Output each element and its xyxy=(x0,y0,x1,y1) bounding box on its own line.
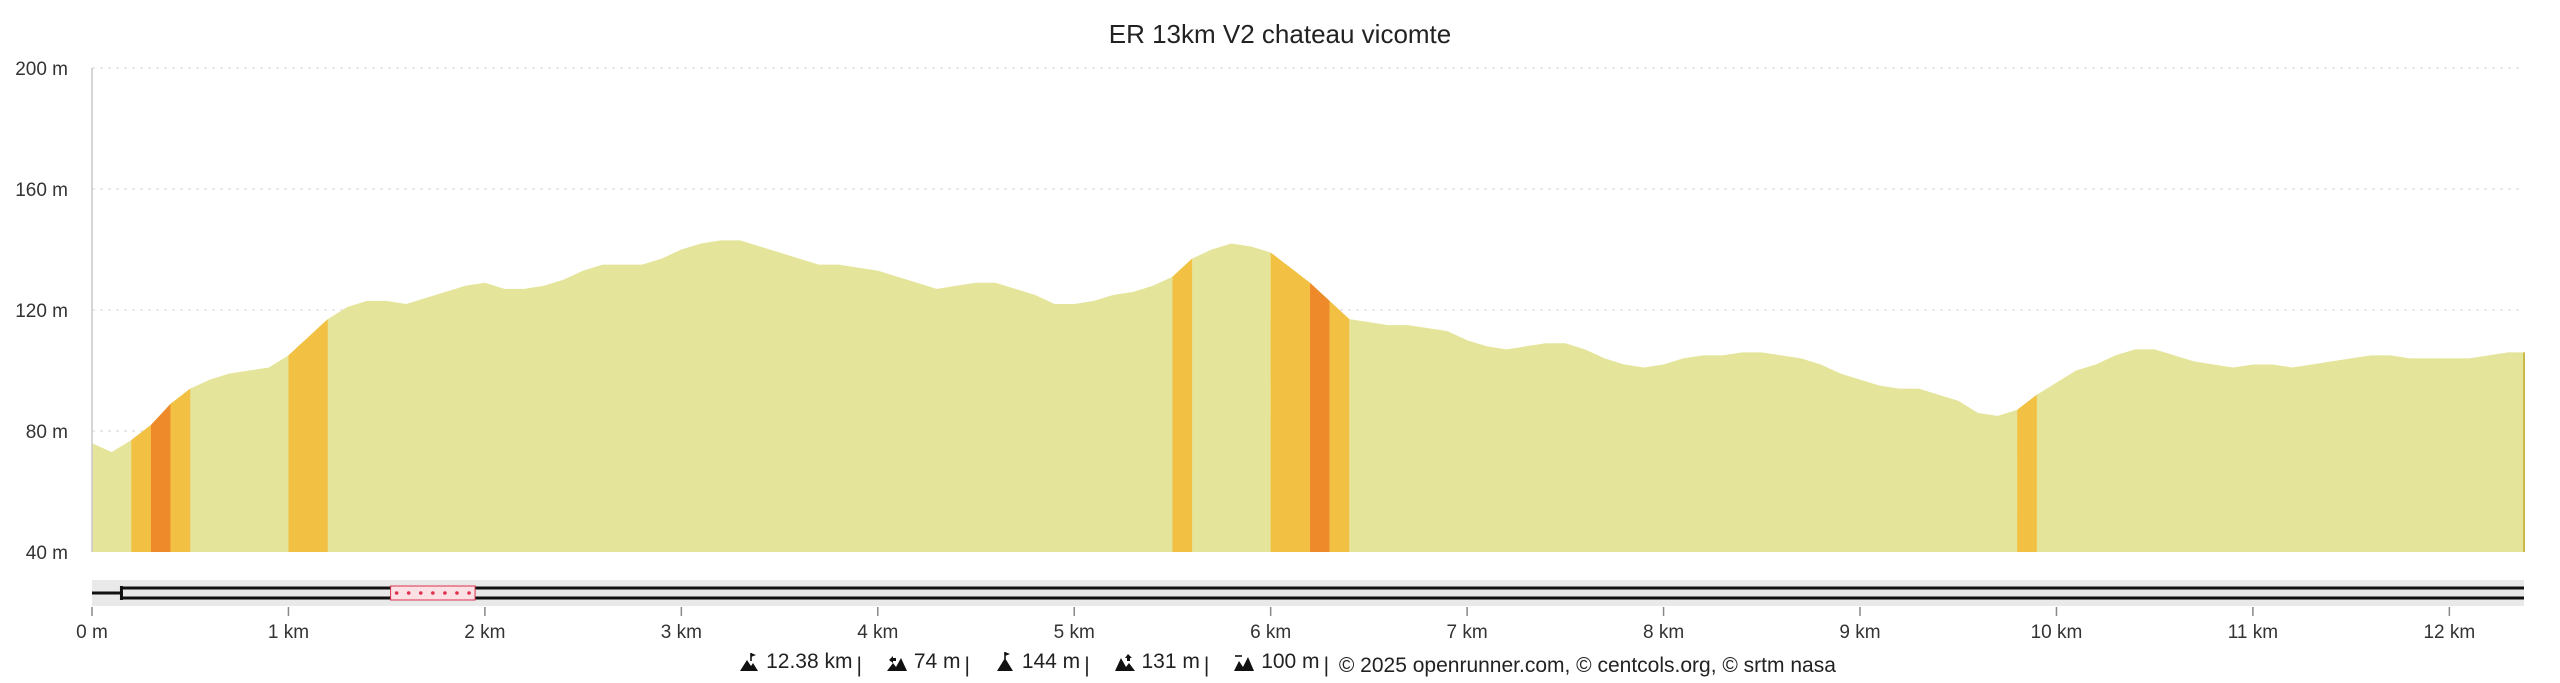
max-altitude-icon xyxy=(996,652,1013,671)
x-tick-label: 1 km xyxy=(268,622,309,640)
surface-highlight-dot xyxy=(418,591,423,595)
x-tick-label: 2 km xyxy=(464,622,505,640)
x-axis-ticks: 0 m 1 km 2 km 3 km 4 km 5 km 6 km 7 km 8 km 9 km 1… xyxy=(76,607,2475,640)
x-tick-label: 12 km xyxy=(2423,622,2475,640)
y-tick-label: 80 m xyxy=(26,422,68,443)
x-tick-label: 4 km xyxy=(857,622,898,640)
x-tick-label: 7 km xyxy=(1447,622,1488,640)
y-tick-label: 160 m xyxy=(15,180,68,201)
grade-bands xyxy=(131,252,2037,552)
descent-icon xyxy=(1114,654,1135,671)
grade-band-moderate xyxy=(2017,394,2037,552)
surface-highlight-dot xyxy=(431,591,435,595)
surface-highlight-dot xyxy=(455,591,459,595)
descent-value: 131 m xyxy=(1141,650,1200,673)
min-altitude-icon xyxy=(1234,655,1255,671)
y-tick-label: 120 m xyxy=(15,301,68,322)
min-altitude-value: 100 m xyxy=(1261,650,1320,673)
surface-highlight-dot xyxy=(406,591,411,595)
distance-value: 12.38 km xyxy=(766,650,853,673)
grade-band-moderate xyxy=(131,424,151,552)
y-tick-label: 40 m xyxy=(26,543,68,564)
grade-band-steep xyxy=(150,403,171,552)
surface-bar[interactable] xyxy=(92,580,2524,606)
surface-bar-background xyxy=(92,580,2524,606)
surface-highlight-dot xyxy=(467,591,471,595)
x-tick-label: 5 km xyxy=(1054,622,1095,640)
grade-band-moderate xyxy=(1329,300,1350,552)
elevation-chart: ER 13km V2 chateau vicomte 40 m 80 m 120 m… xyxy=(15,19,2525,640)
grade-band-moderate xyxy=(1172,258,1193,552)
x-tick-label: 6 km xyxy=(1250,622,1291,640)
chart-title: ER 13km V2 chateau vicomte xyxy=(1109,19,1452,49)
x-tick-label: 3 km xyxy=(661,622,702,640)
grade-band-steep xyxy=(1309,282,1330,552)
ascent-icon xyxy=(886,656,907,671)
surface-highlight-dot xyxy=(443,591,447,595)
y-axis-ticks: 40 m 80 m 120 m 160 m 200 m xyxy=(15,59,68,564)
x-tick-label: 9 km xyxy=(1839,622,1880,640)
credits-text: © 2025 openrunner.com, © centcols.org, ©… xyxy=(1338,654,1836,677)
surface-highlight-dot xyxy=(394,591,399,595)
ascent-value: 74 m xyxy=(913,650,961,673)
grade-band-moderate xyxy=(1270,252,1310,552)
grade-band-moderate xyxy=(170,388,191,552)
y-tick-label: 200 m xyxy=(15,59,68,80)
summary-footer: 12.38 km | 74 m | 144 m | 131 m | 100 m … xyxy=(0,650,2560,678)
x-tick-label: 11 km xyxy=(2228,622,2278,640)
x-tick-label: 8 km xyxy=(1643,622,1684,640)
grade-band-moderate xyxy=(288,319,328,552)
x-tick-label: 10 km xyxy=(2031,622,2083,640)
max-altitude-value: 144 m xyxy=(1021,650,1081,673)
distance-icon xyxy=(740,653,759,671)
x-tick-label: 0 m xyxy=(76,622,108,640)
